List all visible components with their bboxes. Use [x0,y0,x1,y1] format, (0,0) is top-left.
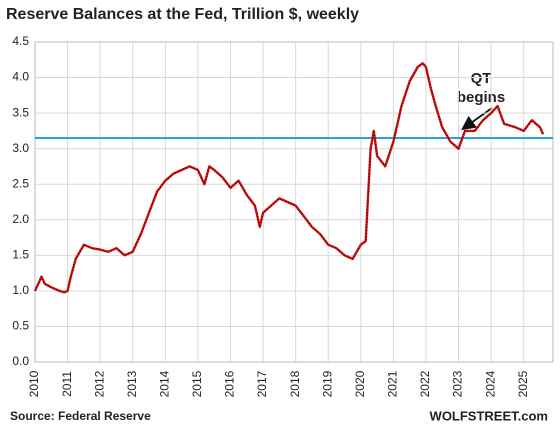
x-tick-label: 2012 [92,370,106,397]
x-tick-label: 2024 [483,370,497,397]
x-tick-label: 2017 [255,370,269,397]
y-tick-label: 0.5 [12,319,29,333]
x-tick-label: 2013 [125,370,139,397]
y-tick-label: 2.5 [12,176,29,190]
y-tick-label: 3.5 [12,105,29,119]
y-tick-label: 1.5 [12,248,29,262]
x-tick-label: 2014 [157,370,171,397]
y-tick-label: 0.0 [12,354,29,368]
x-tick-label: 2015 [190,370,204,397]
data-line-dots [34,62,544,293]
x-tick-label: 2010 [27,370,41,397]
x-tick-label: 2021 [386,370,400,397]
credit: WOLFSTREET.com [430,408,548,423]
y-tick-label: 3.0 [12,141,29,155]
y-tick-label: 2.0 [12,212,29,226]
annotation: begins [457,89,505,106]
x-tick-label: 2011 [60,371,74,397]
x-tick-label: 2023 [451,370,465,397]
x-tick-label: 2022 [418,370,432,397]
y-tick-label: 1.0 [12,283,29,297]
annotation: QT [471,70,492,87]
y-tick-label: 4.5 [12,34,29,48]
y-tick-label: 4.0 [12,70,29,84]
x-tick-label: 2020 [353,370,367,397]
plot-frame [34,41,554,363]
source: Source: Federal Reserve [10,409,151,423]
annotation-arrow [461,107,493,131]
x-tick-label: 2018 [288,370,302,397]
chart-title: Reserve Balances at the Fed, Trillion $,… [6,6,359,23]
x-tick-label: 2016 [223,370,237,397]
x-tick-label: 2019 [320,370,334,397]
x-tick-label: 2025 [516,370,530,397]
